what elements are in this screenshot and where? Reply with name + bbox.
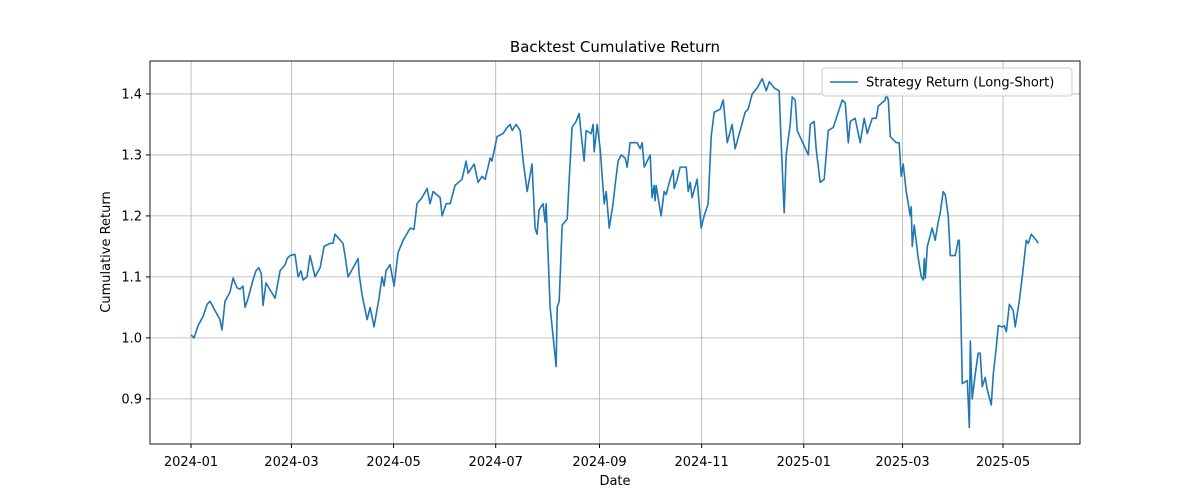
- x-tick-label: 2024-05: [366, 455, 420, 470]
- y-axis-label: Cumulative Return: [99, 191, 114, 312]
- y-tick-label: 1.3: [121, 148, 142, 163]
- line-series: [190, 77, 1039, 429]
- y-tick-label: 0.9: [121, 392, 142, 407]
- y-tick-label: 1.2: [121, 209, 142, 224]
- legend-box: [821, 67, 1073, 97]
- y-tick-label: 1.4: [121, 87, 142, 102]
- legend-label: Strategy Return (Long-Short): [866, 76, 1054, 91]
- x-tick-label: 2025-05: [976, 455, 1030, 470]
- chart-title: Backtest Cumulative Return: [510, 38, 720, 56]
- x-tick-label: 2025-01: [777, 455, 831, 470]
- x-tick-label: 2024-07: [469, 455, 523, 470]
- x-tick-label: 2024-11: [674, 455, 728, 470]
- x-axis-label: Date: [599, 474, 630, 489]
- plot-frame: [149, 60, 1081, 445]
- x-tick-label: 2024-03: [264, 455, 318, 470]
- x-tick-label: 2024-09: [572, 455, 626, 470]
- y-tick-label: 1.1: [121, 270, 142, 285]
- x-tick-label: 2024-01: [164, 455, 218, 470]
- x-tick-label: 2025-03: [875, 455, 929, 470]
- y-tick-label: 1.0: [121, 331, 142, 346]
